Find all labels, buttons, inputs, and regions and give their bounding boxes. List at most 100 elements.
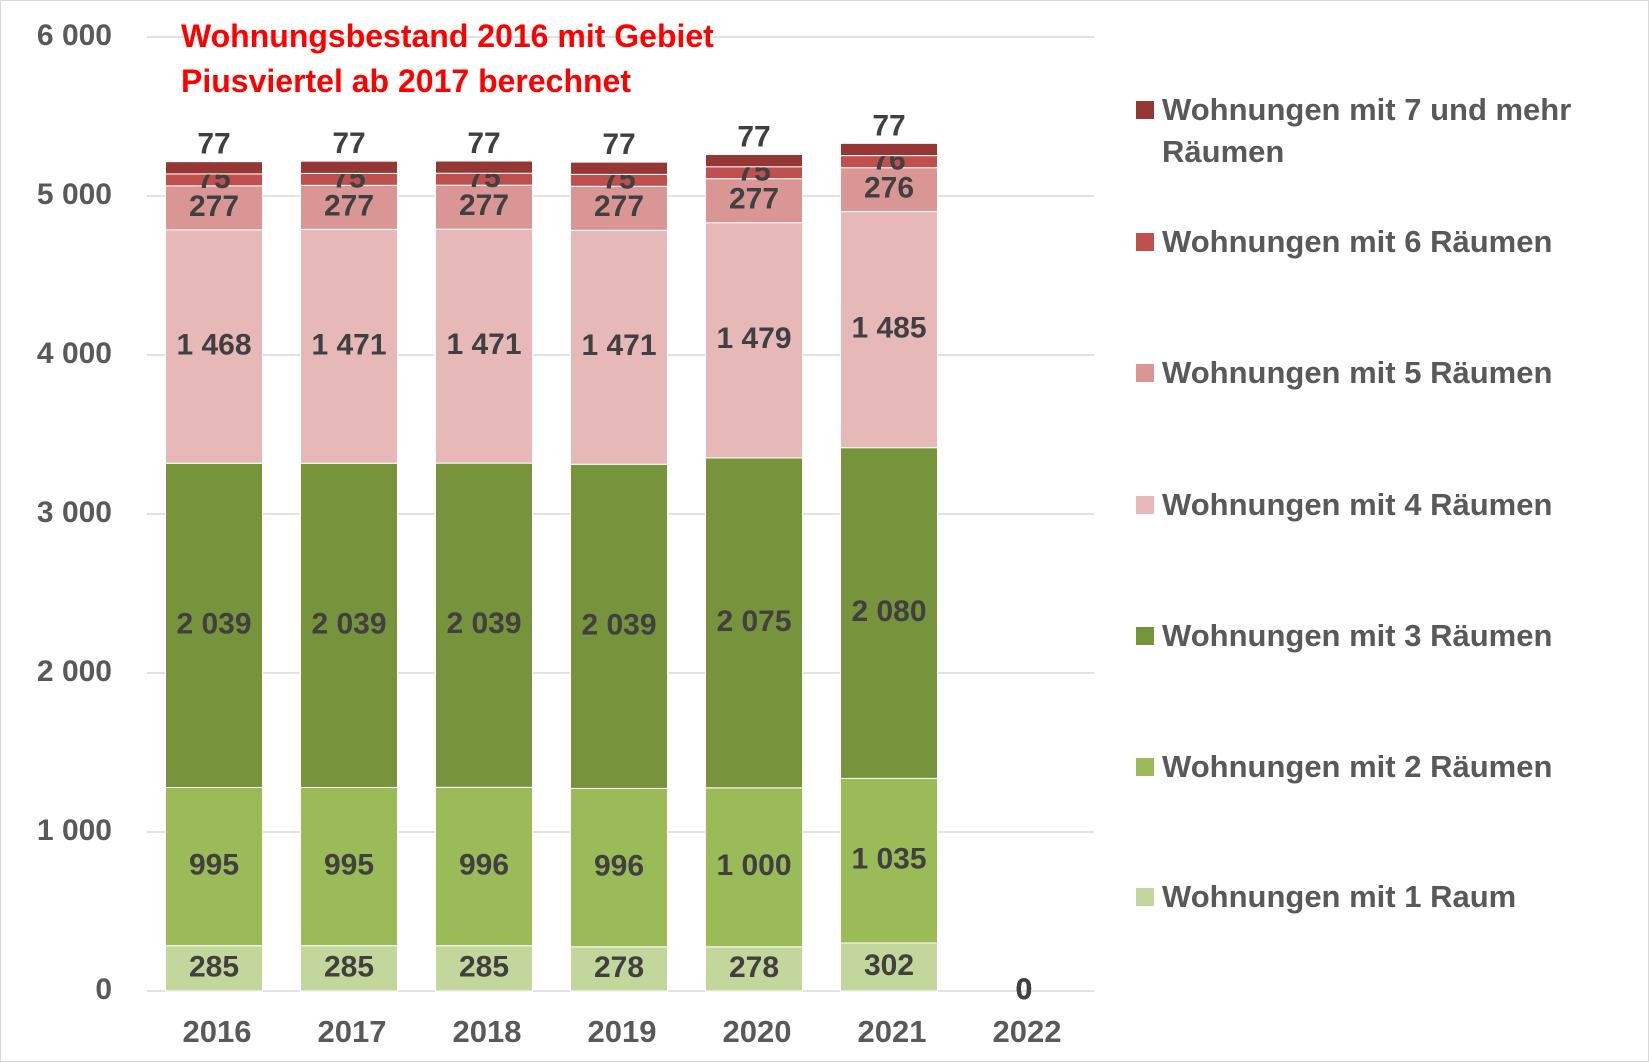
bar-segment: [840, 211, 938, 449]
data-label: 285: [324, 950, 374, 983]
legend-item: Wohnungen mit 4 Räumen: [1136, 484, 1636, 526]
x-tick-label: 2018: [453, 1014, 522, 1049]
bar-segment: [300, 945, 398, 992]
bar-segment: [300, 462, 398, 788]
y-tick-label: 1 000: [37, 814, 112, 847]
x-tick-label: 2017: [318, 1014, 387, 1049]
y-tick-label: 4 000: [37, 337, 112, 370]
data-label: 1 035: [851, 843, 926, 876]
legend-swatch: [1136, 758, 1154, 776]
data-label: 277: [324, 189, 374, 222]
legend-swatch: [1136, 888, 1154, 906]
y-tick-label: 2 000: [37, 655, 112, 688]
data-label: 0: [1016, 973, 1033, 1006]
bar-segment: [705, 178, 803, 224]
bar-segment: [705, 222, 803, 459]
data-label: 995: [324, 849, 374, 882]
x-tick-label: 2022: [993, 1014, 1062, 1049]
bar-segment: [840, 447, 938, 779]
legend-item: Wohnungen mit 1 Raum: [1136, 876, 1636, 918]
legend-label: Wohnungen mit 6 Räumen: [1162, 224, 1553, 259]
bar-segment: [840, 942, 938, 992]
data-label: 276: [864, 172, 914, 205]
chart-title: Wohnungsbestand 2016 mit Gebiet: [181, 18, 714, 54]
data-label: 277: [594, 190, 644, 223]
data-label: 996: [594, 850, 644, 883]
bar-segment: [570, 463, 668, 789]
y-tick-label: 6 000: [37, 19, 112, 52]
legend-label: Wohnungen mit 7 und mehr Räumen: [1162, 92, 1572, 169]
legend-swatch: [1136, 233, 1154, 251]
data-label: 277: [729, 183, 779, 216]
bar-segment: [165, 462, 263, 788]
y-tick-label: 5 000: [37, 178, 112, 211]
data-label: 285: [459, 950, 509, 983]
data-label: 0: [1016, 973, 1033, 1006]
legend-swatch: [1136, 101, 1154, 119]
bar-segment: [300, 184, 398, 230]
x-tick-label: 2016: [183, 1014, 252, 1049]
data-label: 1 479: [716, 322, 791, 355]
data-label: 2 039: [176, 607, 251, 640]
data-label: 1 471: [311, 328, 386, 361]
bar-segment: [165, 229, 263, 464]
data-label: 0: [1016, 973, 1033, 1006]
bar-segment: [705, 787, 803, 948]
legend-item: Wohnungen mit 6 Räumen: [1136, 221, 1636, 263]
data-label: 1 471: [581, 329, 656, 362]
data-label: 2 075: [716, 605, 791, 638]
legend-swatch: [1136, 496, 1154, 514]
bar-segment: [705, 946, 803, 992]
y-tick-label: 0: [95, 973, 112, 1006]
x-tick-label: 2020: [723, 1014, 792, 1049]
data-label: 996: [459, 848, 509, 881]
bar-segment: [705, 457, 803, 789]
bar-segment: [165, 945, 263, 992]
data-label: 77: [737, 121, 770, 154]
legend-label: Wohnungen mit 4 Räumen: [1162, 487, 1553, 522]
bar-segment: [840, 777, 938, 944]
legend-item: Wohnungen mit 3 Räumen: [1136, 615, 1636, 657]
bar-segment: [435, 184, 533, 230]
bar-segment: [705, 154, 803, 168]
data-label: 77: [872, 109, 905, 142]
y-tick-label: 3 000: [37, 496, 112, 529]
bar-segment: [570, 161, 668, 175]
data-label: 2 080: [851, 595, 926, 628]
data-label: 0: [1016, 973, 1033, 1006]
bar-segment: [435, 786, 533, 947]
data-label: 77: [467, 127, 500, 160]
chart-title: Piusviertel ab 2017 berechnet: [181, 63, 631, 99]
data-label: 277: [189, 190, 239, 223]
data-label: 995: [189, 849, 239, 882]
data-label: 278: [594, 951, 644, 984]
bar-segment: [165, 786, 263, 947]
data-label: 0: [1016, 973, 1033, 1006]
data-label: 2 039: [446, 607, 521, 640]
bar-segment: [570, 185, 668, 231]
bar-segment: [840, 167, 938, 213]
data-label: 77: [332, 127, 365, 160]
bar-segment: [435, 228, 533, 464]
bar-segment: [840, 142, 938, 157]
x-tick-label: 2021: [858, 1014, 927, 1049]
data-label: 1 471: [446, 328, 521, 361]
bar-segment: [435, 462, 533, 788]
data-label: 277: [459, 189, 509, 222]
data-label: 285: [189, 950, 239, 983]
legend-item: Wohnungen mit 2 Räumen: [1136, 746, 1636, 788]
data-label: 278: [729, 951, 779, 984]
bar-segment: [300, 228, 398, 464]
bar-segment: [165, 161, 263, 175]
data-label: 1 468: [176, 328, 251, 361]
bar-segment: [570, 229, 668, 465]
legend-label: Wohnungen mit 5 Räumen: [1162, 355, 1553, 390]
x-tick-label: 2019: [588, 1014, 657, 1049]
data-label: 0: [1016, 973, 1033, 1006]
data-label: 302: [864, 949, 914, 982]
data-label: 77: [197, 128, 230, 161]
data-label: 2 039: [581, 608, 656, 641]
bar-segment: [300, 160, 398, 174]
